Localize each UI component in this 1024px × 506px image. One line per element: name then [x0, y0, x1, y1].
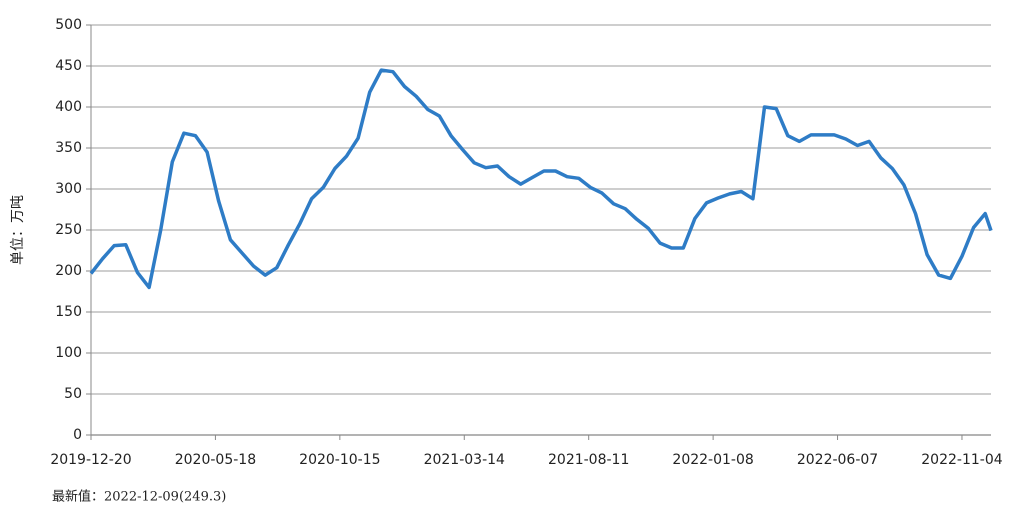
- x-tick-label: 2022-01-08: [672, 452, 753, 468]
- y-axis-label: 单位：万吨: [10, 195, 26, 265]
- x-tick-label: 2022-06-07: [797, 452, 878, 468]
- y-tick-label: 50: [64, 386, 82, 402]
- y-tick-label: 150: [55, 304, 82, 320]
- x-tick-label: 2021-03-14: [424, 452, 505, 468]
- y-tick-label: 100: [55, 345, 82, 361]
- x-tick-label: 2020-05-18: [175, 452, 256, 468]
- y-tick-label: 350: [55, 140, 82, 156]
- y-tick-label: 450: [55, 58, 82, 74]
- x-tick-label: 2022-11-04: [921, 452, 1002, 468]
- y-tick-label: 400: [55, 99, 82, 115]
- y-tick-label: 250: [55, 222, 82, 238]
- y-tick-label: 500: [55, 17, 82, 33]
- x-tick-label: 2020-10-15: [299, 452, 380, 468]
- latest-note: 最新值：2022-12-09(249.3): [52, 489, 226, 505]
- y-tick-label: 0: [73, 427, 82, 443]
- y-tick-label: 300: [55, 181, 82, 197]
- y-tick-label: 200: [55, 263, 82, 279]
- x-tick-label: 2021-08-11: [548, 452, 629, 468]
- data-line: [89, 68, 993, 290]
- x-tick-label: 2019-12-20: [50, 452, 131, 468]
